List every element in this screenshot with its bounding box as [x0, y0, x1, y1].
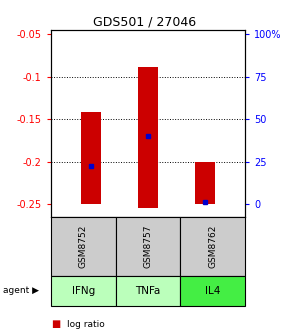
Text: TNFa: TNFa [135, 286, 161, 296]
Bar [138, 67, 158, 208]
Text: ■: ■ [51, 319, 60, 329]
Text: GSM8757: GSM8757 [143, 224, 153, 268]
Bar [195, 162, 215, 204]
Text: GDS501 / 27046: GDS501 / 27046 [93, 15, 197, 28]
Text: GSM8762: GSM8762 [208, 224, 217, 268]
Text: GSM8752: GSM8752 [79, 224, 88, 268]
Text: IFNg: IFNg [72, 286, 95, 296]
Text: ■: ■ [51, 335, 60, 336]
Text: agent ▶: agent ▶ [3, 286, 39, 295]
Text: log ratio: log ratio [67, 320, 104, 329]
Bar [81, 113, 101, 204]
Text: IL4: IL4 [205, 286, 220, 296]
